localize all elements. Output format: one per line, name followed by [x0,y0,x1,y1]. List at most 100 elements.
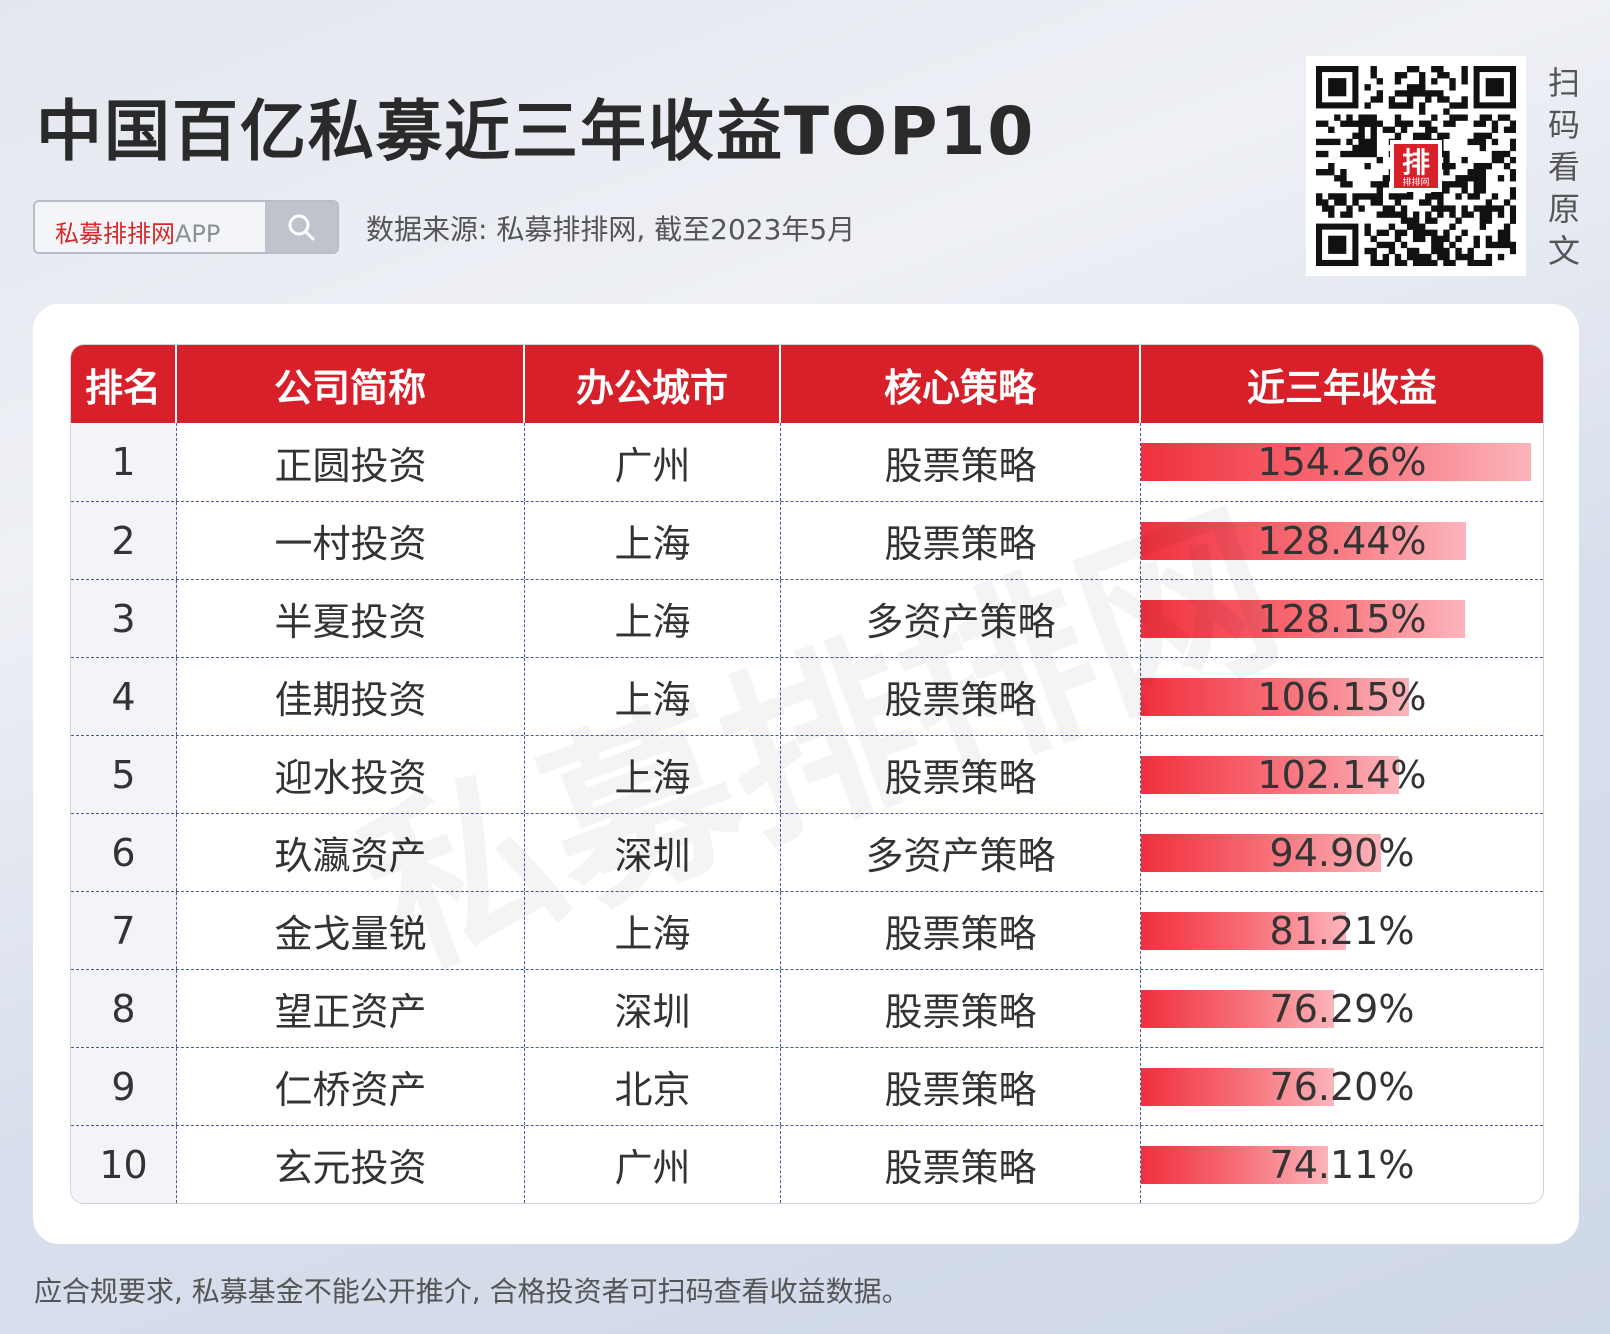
return-value: 128.15% [1257,596,1427,641]
return-bar [1141,834,1381,872]
return-bar [1141,678,1409,716]
cell-city: 上海 [525,658,781,735]
svg-text:排: 排 [1402,146,1430,179]
data-source: 数据来源: 私募排排网, 截至2023年5月 [366,213,856,246]
ranking-table: 排名 公司简称 办公城市 核心策略 近三年收益 1 正圆投资 广州 股票策略 154.2… [70,344,1544,1204]
return-value: 81.21% [1269,908,1415,953]
cell-return: 76.29% [1141,970,1543,1047]
return-value: 106.15% [1257,674,1427,719]
cell-return: 102.14% [1141,736,1543,813]
return-bar [1141,522,1466,560]
table-row: 3 半夏投资 上海 多资产策略 128.15% [71,579,1543,657]
header-strategy: 核心策略 [781,345,1141,423]
cell-strategy: 多资产策略 [781,580,1141,657]
cell-rank: 10 [71,1126,177,1203]
table-row: 6 玖瀛资产 深圳 多资产策略 94.90% [71,813,1543,891]
cell-rank: 5 [71,736,177,813]
search-icon [288,214,315,241]
table-row: 5 迎水投资 上海 股票策略 102.14% [71,735,1543,813]
cell-strategy: 股票策略 [781,658,1141,735]
header-rank: 排名 [71,345,177,423]
cell-strategy: 股票策略 [781,892,1141,969]
table-row: 4 佳期投资 上海 股票策略 106.15% [71,657,1543,735]
cell-city: 深圳 [525,814,781,891]
cell-return: 94.90% [1141,814,1543,891]
cell-rank: 3 [71,580,177,657]
table-header: 排名 公司简称 办公城市 核心策略 近三年收益 [71,345,1543,423]
table-row: 8 望正资产 深圳 股票策略 76.29% [71,969,1543,1047]
compliance-note: 应合规要求, 私募基金不能公开推介, 合格投资者可扫码查看收益数据。 [34,1275,910,1308]
return-value: 74.11% [1269,1142,1415,1187]
cell-rank: 9 [71,1048,177,1125]
search-label-suffix: APP [175,220,221,248]
cell-return: 81.21% [1141,892,1543,969]
header-city: 办公城市 [525,345,781,423]
cell-company: 一村投资 [177,502,525,579]
table-row: 7 金戈量锐 上海 股票策略 81.21% [71,891,1543,969]
cell-company: 玄元投资 [177,1126,525,1203]
return-bar [1141,443,1531,481]
header-return: 近三年收益 [1246,365,1437,410]
cell-city: 广州 [525,1126,781,1203]
table-row: 10 玄元投资 广州 股票策略 74.11% [71,1125,1543,1203]
cell-company: 佳期投资 [177,658,525,735]
cell-return: 74.11% [1141,1126,1543,1203]
search-label: 私募排排网APP [55,214,220,249]
return-value: 76.20% [1269,1064,1415,1109]
search-button[interactable] [265,202,337,252]
scan-hint-char: 原 [1547,190,1580,228]
return-bar [1141,756,1399,794]
cell-strategy: 股票策略 [781,1126,1141,1203]
cell-strategy: 股票策略 [781,970,1141,1047]
scan-hint: 扫 码 看 原 文 [1546,62,1582,272]
cell-company: 半夏投资 [177,580,525,657]
cell-company: 仁桥资产 [177,1048,525,1125]
cell-company: 望正资产 [177,970,525,1047]
return-bar [1141,600,1465,638]
cell-rank: 7 [71,892,177,969]
scan-hint-char: 文 [1547,232,1580,270]
cell-strategy: 股票策略 [781,423,1141,501]
cell-rank: 1 [71,423,177,501]
cell-city: 广州 [525,423,781,501]
return-bar [1141,990,1334,1028]
cell-return: 128.44% [1141,502,1543,579]
cell-city: 上海 [525,892,781,969]
scan-hint-char: 看 [1547,148,1580,186]
return-value: 76.29% [1269,986,1415,1031]
cell-strategy: 多资产策略 [781,814,1141,891]
cell-city: 上海 [525,580,781,657]
cell-rank: 8 [71,970,177,1047]
cell-strategy: 股票策略 [781,502,1141,579]
cell-company: 正圆投资 [177,423,525,501]
table-row: 9 仁桥资产 北京 股票策略 76.20% [71,1047,1543,1125]
cell-rank: 4 [71,658,177,735]
table-row: 2 一村投资 上海 股票策略 128.44% [71,501,1543,579]
scan-hint-char: 码 [1547,106,1580,144]
cell-return: 76.20% [1141,1048,1543,1125]
table-row: 1 正圆投资 广州 股票策略 154.26% [71,423,1543,501]
cell-return: 154.26% [1141,423,1543,501]
return-bar [1141,1068,1334,1106]
cell-return: 128.15% [1141,580,1543,657]
cell-company: 金戈量锐 [177,892,525,969]
cell-rank: 6 [71,814,177,891]
header-company: 公司简称 [177,345,525,423]
page-title: 中国百亿私募近三年收益TOP10 [36,93,1036,170]
qr-code[interactable]: 排排排网 [1306,56,1526,276]
return-value: 128.44% [1257,518,1427,563]
search-box[interactable]: 私募排排网APP [33,200,339,254]
qr-logo [1394,144,1438,188]
return-value: 94.90% [1269,830,1415,875]
cell-strategy: 股票策略 [781,736,1141,813]
cell-city: 北京 [525,1048,781,1125]
return-bar [1141,1146,1328,1184]
cell-city: 上海 [525,502,781,579]
scan-hint-char: 扫 [1547,64,1580,102]
search-label-brand: 私募排排网 [55,220,175,248]
cell-strategy: 股票策略 [781,1048,1141,1125]
return-value: 102.14% [1257,752,1427,797]
svg-text:排排网: 排排网 [1402,176,1429,188]
cell-city: 深圳 [525,970,781,1047]
